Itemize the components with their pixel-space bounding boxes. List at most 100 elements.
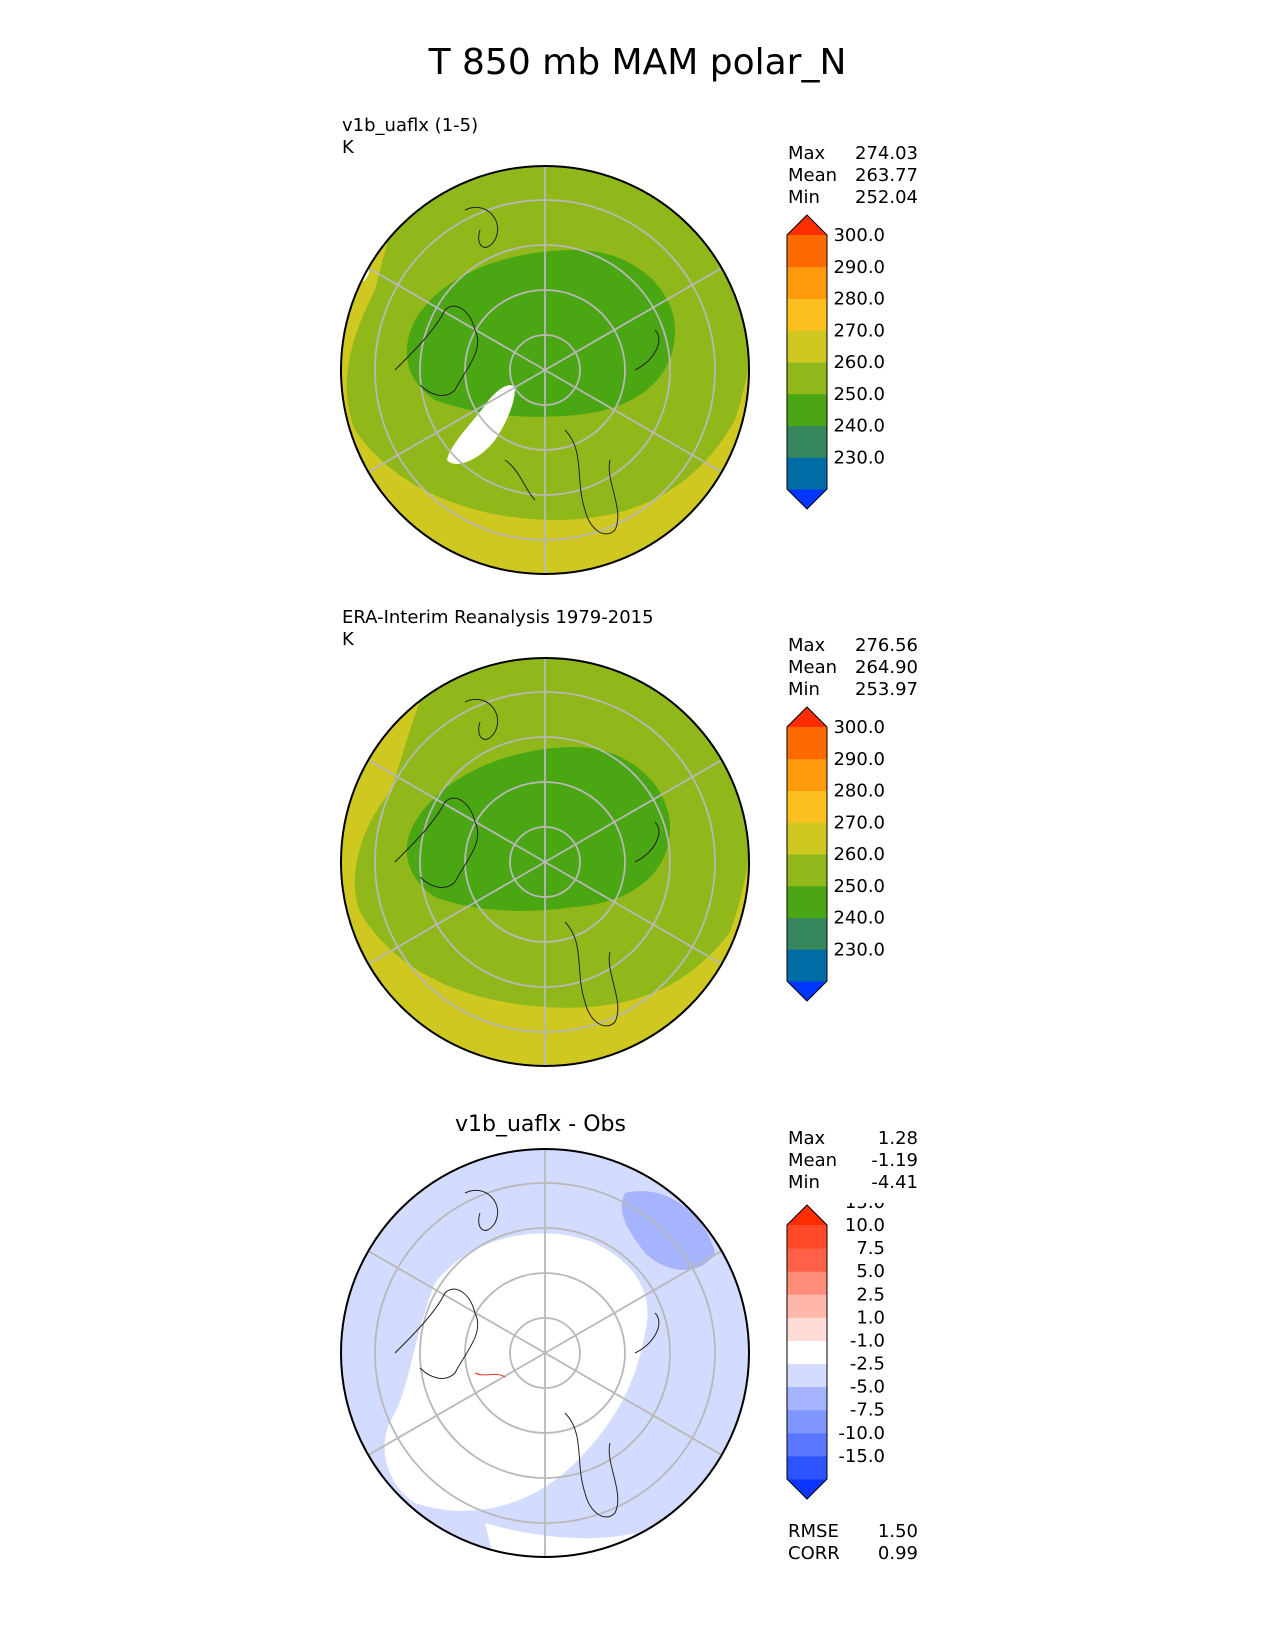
figure-title: T 850 mb MAM polar_N (428, 42, 847, 83)
colorbar-band (787, 235, 827, 268)
coastlines (394, 206, 660, 535)
colorbar-band (787, 1317, 827, 1341)
colorbar-band (787, 298, 827, 331)
panel2-polar-map (340, 657, 750, 1067)
stat-label: Mean (788, 1150, 838, 1171)
colorbar-tick-label: -1.0 (850, 1330, 885, 1351)
colorbar-band (787, 917, 827, 950)
colorbar-tick-label: 260.0 (833, 352, 885, 373)
graticule (367, 658, 723, 1066)
metric-value: 0.99 (877, 1543, 918, 1564)
graticule (367, 166, 723, 574)
metric-value: 1.50 (877, 1521, 918, 1542)
colorbar-band (787, 1363, 827, 1388)
colorbar-extend-high (787, 1205, 827, 1225)
stat-label: Min (788, 1172, 820, 1193)
panel2-title: ERA-Interim Reanalysis 1979-2015 (342, 607, 654, 628)
colorbar-tick-label: 15.0 (845, 1203, 885, 1213)
panel1-stats: Max 274.03 Mean 263.77 Min 252.04 (788, 143, 918, 209)
panel1-units: K (342, 137, 354, 158)
map-boundary (340, 657, 750, 1067)
colorbar-band (787, 1225, 827, 1249)
panel3-stats: Max 1.28 Mean -1.19 Min -4.41 (788, 1128, 918, 1194)
stat-label: Mean (788, 657, 838, 678)
stat-label: Max (788, 1128, 826, 1149)
stat-value: 253.97 (855, 679, 918, 700)
colorbar-tick-label: 280.0 (833, 781, 885, 802)
colorbar-band (787, 1455, 827, 1480)
panel2-stats: Max 276.56 Mean 264.90 Min 253.97 (788, 635, 918, 701)
graticule (367, 1149, 723, 1557)
coastlines (394, 698, 660, 1027)
stat-value: -4.41 (871, 1172, 918, 1193)
panel1-colorbar: 230.0 240.0 250.0 260.0 270.0 280.0 290.0 300.0… (786, 213, 885, 510)
stat-value: 264.90 (855, 657, 918, 678)
positive-anomaly-marks (474, 1372, 506, 1378)
stat-label: Min (788, 679, 820, 700)
colorbar-band (787, 1386, 827, 1411)
colorbar-tick-label: -5.0 (850, 1377, 885, 1398)
panel2-units: K (342, 629, 354, 650)
stat-label: Max (788, 143, 826, 164)
stat-value: 1.28 (877, 1128, 918, 1149)
colorbar-tick-label: 250.0 (833, 876, 885, 897)
colorbar-tick-label: 240.0 (833, 908, 885, 929)
panel1-polar-map (340, 165, 750, 575)
colorbar-tick-label: -10.0 (838, 1423, 885, 1444)
colorbar-tick-label: 290.0 (833, 749, 885, 770)
colorbar-band (787, 1432, 827, 1457)
panel3-title: v1b_uaflx - Obs (455, 1112, 626, 1137)
colorbar-band (787, 1248, 827, 1272)
colorbar-tick-label: -2.5 (850, 1354, 885, 1375)
colorbar-band (787, 330, 827, 363)
panel3-metrics: RMSE 1.50 CORR 0.99 (788, 1521, 918, 1565)
colorbar-band (787, 393, 827, 426)
colorbar-band (787, 854, 827, 887)
colorbar-tick-label: 310.0 (833, 213, 885, 214)
colorbar-outline (786, 1204, 828, 1500)
colorbar-tick-label: 240.0 (833, 416, 885, 437)
colorbar-extend-high (787, 707, 827, 727)
colorbar-tick-label: 310.0 (833, 705, 885, 706)
colorbar-extend-low (787, 1479, 827, 1499)
panel3-colorbar: -15.0-10.0-7.5-5.0-2.5 -1.01.02.55.07.510… (786, 1203, 885, 1500)
colorbar-band (787, 1340, 827, 1365)
colorbar-tick-label: 270.0 (833, 320, 885, 341)
colorbar-band (787, 266, 827, 299)
panel3-polar-map (340, 1148, 750, 1558)
panel2-colorbar: 230.0 240.0 250.0 260.0 270.0 280.0 290.0 300.0… (786, 705, 885, 1002)
colorbar-band (787, 1271, 827, 1295)
colorbar-extend-high (787, 215, 827, 235)
colorbar-band (787, 790, 827, 823)
colorbar-band (787, 822, 827, 855)
stat-value: -1.19 (871, 1150, 918, 1171)
colorbar-band (787, 362, 827, 395)
colorbar-band (787, 1294, 827, 1318)
colorbar-band (787, 949, 827, 982)
colorbar-extend-low (787, 489, 827, 509)
metric-label: CORR (788, 1543, 840, 1564)
colorbar-band (787, 885, 827, 918)
colorbar-outline (786, 706, 828, 1002)
colorbar-tick-label: 230.0 (833, 939, 885, 960)
colorbar-tick-label: 7.5 (856, 1238, 885, 1259)
colorbar-tick-label: 300.0 (833, 717, 885, 738)
colorbar-band (787, 1409, 827, 1434)
colorbar-tick-label: 2.5 (856, 1284, 885, 1305)
stat-value: 263.77 (855, 165, 918, 186)
stat-value: 252.04 (855, 187, 918, 208)
colorbar-tick-label: -15.0 (838, 1446, 885, 1467)
stat-label: Mean (788, 165, 838, 186)
colorbar-tick-label: 5.0 (856, 1261, 885, 1282)
colorbar-band (787, 425, 827, 458)
colorbar-outline (786, 214, 828, 510)
colorbar-tick-label: -7.5 (850, 1400, 885, 1421)
colorbar-band (787, 457, 827, 490)
colorbar-tick-label: 250.0 (833, 384, 885, 405)
stat-value: 276.56 (855, 635, 918, 656)
stat-label: Min (788, 187, 820, 208)
map-boundary (340, 1148, 750, 1558)
colorbar-tick-label: 1.0 (856, 1307, 885, 1328)
colorbar-extend-low (787, 981, 827, 1001)
coastlines (394, 1189, 660, 1518)
